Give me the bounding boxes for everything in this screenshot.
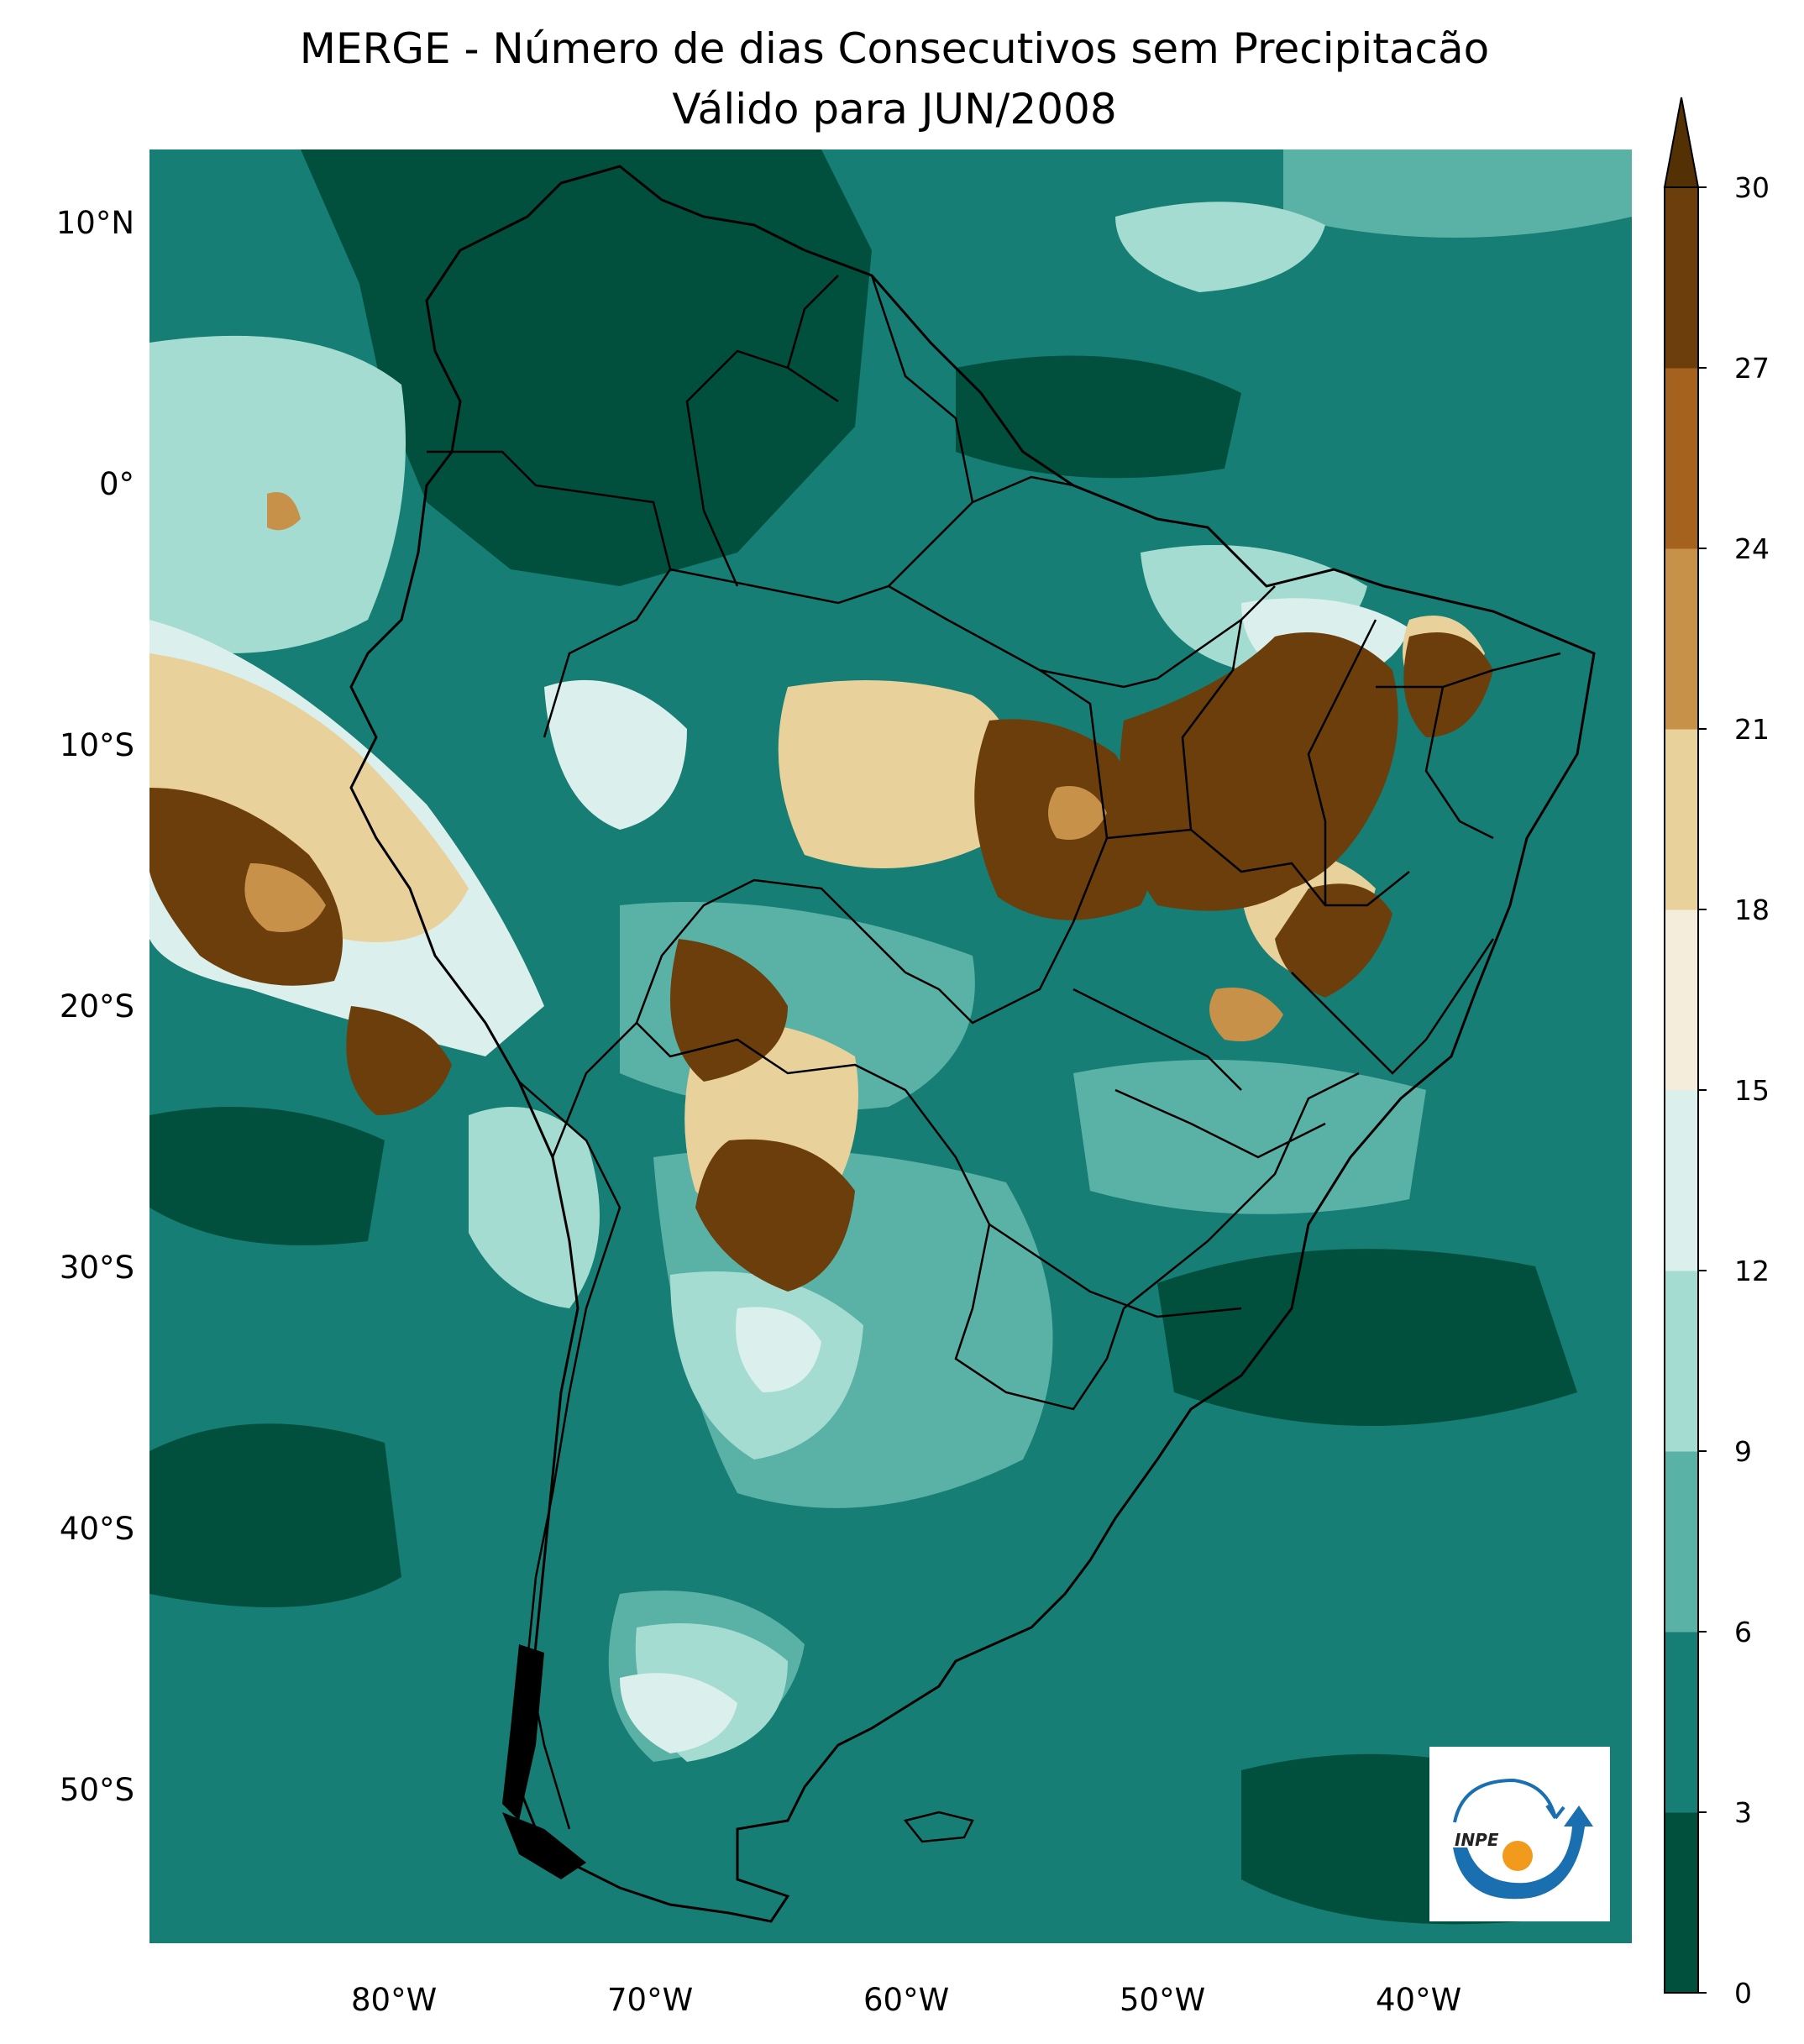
- colorbar-label-12: 12: [1734, 1255, 1770, 1287]
- colorbar-segment: [1665, 1632, 1698, 1813]
- colorbar-segment: [1665, 368, 1698, 549]
- inpe-logo-text: INPE: [1455, 1830, 1499, 1850]
- map-title-line2: Válido para JUN/2008: [672, 85, 1117, 134]
- class-0-3-regions: [149, 149, 1594, 1925]
- colorbar-segment: [1665, 1812, 1698, 1994]
- lat-tick-20S: 20°S: [59, 988, 134, 1025]
- colorbar-label-18: 18: [1734, 894, 1770, 926]
- inpe-logo-graphic: INPE: [1453, 1778, 1593, 1900]
- colorbar-label-6: 6: [1734, 1616, 1752, 1648]
- falkland-islands: [903, 1811, 974, 1843]
- colorbar-label-0: 0: [1734, 1977, 1752, 2010]
- colorbar-label-3: 3: [1734, 1796, 1752, 1829]
- colorbar-segment: [1665, 187, 1698, 369]
- lat-tick-40S: 40°S: [59, 1511, 134, 1547]
- lat-tick-10N: 10°N: [55, 205, 134, 241]
- colorbar-segment: [1665, 729, 1698, 910]
- colorbar-label-15: 15: [1734, 1074, 1770, 1107]
- lat-tick-50S: 50°S: [59, 1772, 134, 1808]
- lon-tick-50W: 50°W: [1120, 1982, 1206, 2018]
- colorbar-segment: [1665, 1451, 1698, 1633]
- lon-tick-80W: 80°W: [351, 1982, 438, 2018]
- colorbar-label-9: 9: [1734, 1435, 1752, 1468]
- colorbar-label-27: 27: [1734, 352, 1770, 385]
- colorbar-label-24: 24: [1734, 532, 1770, 565]
- lon-tick-70W: 70°W: [607, 1982, 694, 2018]
- map-title-line1: MERGE - Número de dias Consecutivos sem …: [299, 24, 1490, 73]
- colorbar-extend-arrow: [1663, 97, 1700, 188]
- chile-fjords: [502, 1644, 586, 1879]
- class-21-24-accents: [244, 492, 1283, 1041]
- precipitation-map: [149, 149, 1632, 1943]
- colorbar-segment: [1665, 1271, 1698, 1452]
- south-america-coastline: [349, 165, 1596, 1923]
- inpe-logo: INPE: [1429, 1747, 1610, 1921]
- colorbar-segment: [1665, 909, 1698, 1091]
- lon-tick-40W: 40°W: [1376, 1982, 1462, 2018]
- colorbar-label-30: 30: [1734, 171, 1770, 204]
- lat-tick-30S: 30°S: [59, 1250, 134, 1286]
- lat-tick-0: 0°: [98, 466, 134, 502]
- political-borders: [427, 275, 1561, 1830]
- colorbar-segments: [1665, 187, 1698, 1994]
- lon-tick-60W: 60°W: [863, 1982, 950, 2018]
- colorbar-ticks: [1698, 186, 1707, 1994]
- colorbar: [1663, 97, 1707, 1994]
- colorbar-segment: [1665, 548, 1698, 730]
- lat-tick-10S: 10°S: [59, 727, 134, 763]
- colorbar-label-21: 21: [1734, 713, 1770, 746]
- colorbar-segment: [1665, 1090, 1698, 1271]
